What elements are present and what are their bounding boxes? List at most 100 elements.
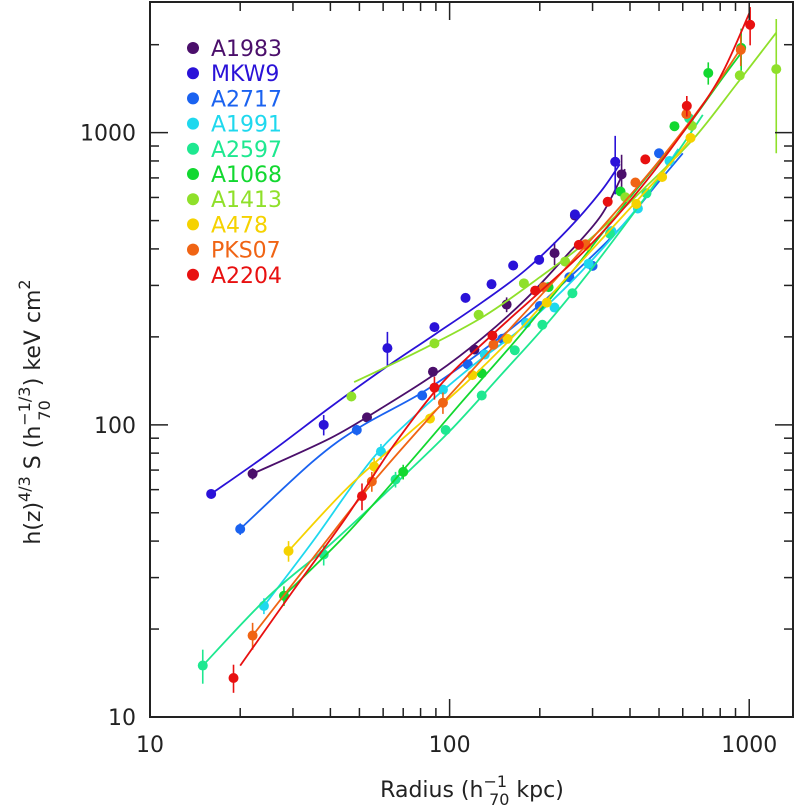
data-point — [604, 228, 615, 239]
data-point — [602, 196, 613, 207]
legend-marker — [187, 67, 199, 80]
data-point — [509, 345, 520, 356]
data-point — [541, 297, 552, 308]
y-tick-label: 10 — [108, 706, 136, 731]
legend-marker — [187, 142, 199, 155]
plot-area — [197, 7, 782, 693]
legend-item-a1991: A1991 — [187, 113, 282, 138]
x-tick-label: 1000 — [721, 733, 777, 758]
data-point — [469, 344, 480, 355]
legend-marker — [187, 168, 199, 180]
series-a2717 — [235, 148, 684, 535]
data-point — [771, 64, 782, 75]
data-point — [197, 660, 208, 671]
data-point — [549, 248, 560, 259]
legend-item-mkw9: MKW9 — [187, 62, 279, 87]
data-point — [361, 412, 372, 423]
legend-label: A2717 — [211, 87, 282, 112]
data-point — [620, 192, 631, 203]
data-point — [487, 330, 498, 341]
legend-marker — [187, 243, 199, 256]
data-point — [703, 68, 714, 79]
fit-line — [287, 134, 694, 552]
legend-label: MKW9 — [211, 62, 279, 87]
y-axis-label-s1: 4/3 — [15, 476, 34, 502]
data-point — [346, 391, 357, 402]
legend-label: A2204 — [211, 264, 282, 289]
data-point — [283, 545, 294, 556]
legend-label: A1413 — [211, 188, 282, 213]
data-point — [437, 384, 448, 395]
legend-label: A1983 — [211, 37, 282, 62]
legend-item-a1983: A1983 — [187, 37, 282, 62]
data-point — [247, 468, 258, 479]
data-point — [735, 44, 746, 55]
data-point — [537, 319, 548, 330]
data-point — [669, 121, 680, 132]
data-point — [479, 349, 490, 360]
data-point — [235, 523, 246, 534]
data-point — [530, 285, 541, 296]
x-axis-label-sup: −1 — [483, 772, 507, 791]
data-point — [473, 309, 484, 320]
series-mkw9 — [206, 135, 621, 499]
data-point — [640, 154, 651, 165]
data-point — [440, 425, 451, 436]
y-axis-label-s3: 2 — [15, 279, 34, 289]
legend-item-a1068: A1068 — [187, 163, 282, 188]
data-point — [356, 491, 367, 502]
data-point — [567, 288, 578, 299]
y-tick-label: 1000 — [80, 122, 136, 147]
data-point — [417, 390, 428, 401]
data-point — [560, 256, 571, 267]
data-point — [502, 333, 513, 344]
y-axis-label-b2: 70 — [35, 400, 54, 420]
x-axis-label: Radius (h−1 70 kpc) — [380, 772, 564, 809]
data-point — [247, 630, 258, 641]
fit-line — [252, 168, 626, 475]
data-point — [318, 419, 329, 430]
data-point — [258, 600, 269, 611]
legend-marker — [187, 42, 199, 54]
x-tick-label: 10 — [136, 733, 164, 758]
data-point — [681, 100, 692, 111]
data-point — [429, 322, 440, 333]
plot-frame — [149, 1, 794, 718]
axes: 10 100 1000 10 100 1000 — [80, 1, 794, 758]
data-point — [518, 278, 529, 289]
legend-marker — [187, 117, 199, 130]
series-pks07 — [247, 35, 746, 650]
data-point — [734, 70, 745, 81]
legend: A1983MKW9A2717A1991A2597A1068A1413A478PK… — [187, 37, 282, 289]
data-point — [685, 132, 696, 143]
data-point — [375, 446, 386, 457]
data-point — [630, 177, 641, 188]
data-point — [476, 390, 487, 401]
data-point — [583, 258, 594, 269]
series-a1413 — [346, 18, 782, 402]
legend-item-pks07: PKS07 — [187, 239, 281, 264]
legend-marker — [187, 92, 199, 105]
data-point — [654, 148, 665, 159]
fit-line — [251, 47, 742, 637]
y-tick-label: 100 — [94, 414, 136, 439]
data-point — [488, 339, 499, 350]
data-point — [657, 172, 668, 183]
data-point — [429, 382, 440, 393]
legend-label: A1991 — [211, 113, 282, 138]
data-point — [429, 338, 440, 349]
y-axis-label-p2: S (h — [21, 426, 46, 476]
data-point — [351, 425, 362, 436]
legend-marker — [187, 218, 199, 231]
legend-item-a2204: A2204 — [187, 264, 282, 289]
legend-item-a2717: A2717 — [187, 87, 282, 112]
x-axis-label-post: kpc) — [509, 778, 563, 803]
data-point — [569, 209, 580, 220]
series-a1983 — [247, 154, 627, 480]
data-point — [534, 254, 545, 265]
data-point — [549, 302, 560, 313]
legend-marker — [187, 268, 199, 281]
fit-line — [263, 148, 680, 607]
data-point — [610, 156, 621, 167]
fit-line — [210, 163, 621, 495]
